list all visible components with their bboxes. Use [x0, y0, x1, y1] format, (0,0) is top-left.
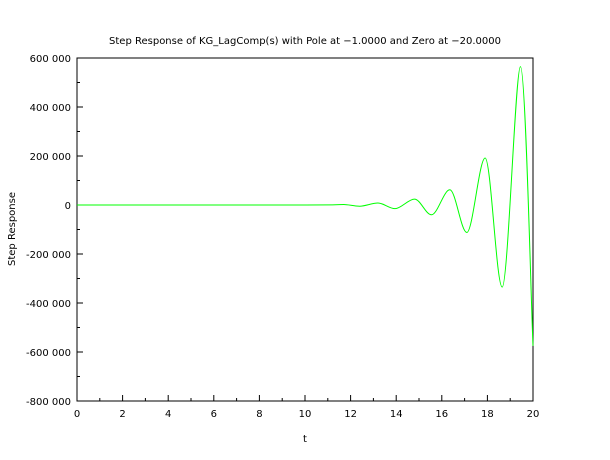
x-tick-label: 0	[74, 409, 80, 420]
y-tick-label: -400 000	[26, 299, 71, 310]
chart-title: Step Response of KG_LagComp(s) with Pole…	[109, 36, 501, 47]
x-tick-label: 16	[435, 409, 448, 420]
series-line	[77, 66, 534, 346]
x-tick-label: 10	[299, 409, 312, 420]
x-tick-label: 4	[165, 409, 171, 420]
x-tick-label: 20	[527, 409, 540, 420]
x-tick-label: 12	[344, 409, 357, 420]
x-tick-label: 14	[390, 409, 403, 420]
y-tick-label: -800 000	[26, 397, 71, 408]
x-tick-label: 18	[481, 409, 494, 420]
y-tick-label: 0	[65, 201, 71, 212]
y-tick-label: 400 000	[30, 103, 71, 114]
x-tick-label: 2	[119, 409, 125, 420]
y-tick-label: -600 000	[26, 348, 71, 359]
y-axis-label: Step Response	[7, 192, 18, 266]
y-tick-label: -200 000	[26, 250, 71, 261]
y-tick-label: 600 000	[30, 54, 71, 65]
y-tick-label: 200 000	[30, 152, 71, 163]
x-tick-label: 6	[211, 409, 217, 420]
axes: 0 2 4 6 8 10 12 14 16 18 20 -800 000 -600 000 -400 00…	[26, 54, 539, 420]
x-tick-label: 8	[256, 409, 262, 420]
x-axis-label: t	[303, 434, 307, 445]
